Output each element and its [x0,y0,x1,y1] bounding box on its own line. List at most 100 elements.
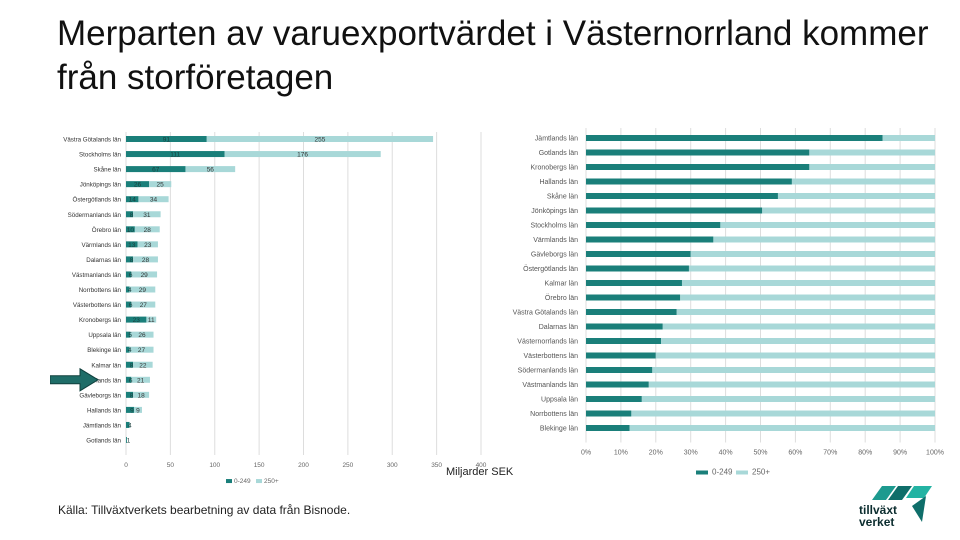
bar-0-249 [586,207,763,214]
bar-250plus [131,301,156,308]
x-tick-label: 80% [858,450,872,457]
bar-0-249 [586,251,691,257]
bar-0-249 [586,280,682,286]
bar-0-249 [126,301,132,308]
bar-0-249 [126,286,130,293]
category-label: Skåne län [93,167,121,174]
category-label: Kronobergs län [531,165,579,172]
category-label: Stockholms län [79,152,122,159]
data-label-250plus: 25 [157,182,165,189]
x-tick-label: 50 [167,462,175,469]
data-label-250plus: 11 [148,317,155,324]
bar-0-249 [126,241,138,248]
legend-swatch-0-249 [226,479,232,484]
logo: tillväxt verket [852,486,942,530]
data-label-250plus: 31 [143,212,151,219]
data-label-0-249: 6 [129,302,133,309]
logo-text-line2: verket [859,515,895,529]
bar-250plus [688,265,935,272]
data-label-250plus: 34 [150,197,158,204]
data-label-250plus: 9 [136,407,140,414]
bar-250plus [149,181,172,188]
bar-250plus [641,396,935,402]
data-label-0-249: 9 [130,407,134,414]
data-label-250plus: 29 [141,272,149,279]
data-label-250plus: 28 [144,227,152,234]
x-tick-label: 10% [614,450,628,457]
category-label: Dalarnas län [86,257,121,264]
bar-250plus [133,211,161,218]
bar-250plus [131,376,150,383]
x-tick-label: 0 [124,462,128,469]
category-label: Uppsala län [541,397,578,404]
bar-0-249 [586,294,681,301]
bar-0-249 [586,222,721,228]
bar-250plus [133,391,150,398]
bar-250plus [130,331,154,338]
category-label: Skåne län [547,193,578,201]
x-tick-label: 250 [342,462,353,469]
bar-0-249 [126,151,225,158]
data-label-0-249: 8 [130,257,134,264]
category-label: Västerbottens län [524,353,579,360]
data-label-0-249: 91 [163,137,171,144]
category-label: Västra Götalands län [513,310,578,317]
category-label: Blekinge län [540,426,578,433]
category-label: Örebro län [545,294,578,302]
chart-right: 0% 10% 20% 30% 40% 50% 60% 70% 80% 90% 100% Jämtlan… [513,128,944,477]
x-tick-label: 150 [254,462,265,469]
data-label-0-249: 6 [129,272,133,279]
page-title: Merparten av varuexportvärdet i Västerno… [57,14,929,97]
bar-250plus [652,367,935,373]
bar-250plus [631,410,935,417]
bar-0-249 [586,352,656,359]
legend-label-0-249: 0-249 [712,468,733,477]
category-label: Dalarnas län [539,324,578,331]
data-label-0-249: 26 [134,182,142,189]
data-label-250plus: 255 [314,137,325,144]
bar-0-249 [586,338,662,344]
data-label-0-249: 8 [130,362,134,369]
bar-0-249 [126,256,134,263]
x-tick-label: 90% [893,450,907,457]
category-label: Västmanlands län [522,382,578,389]
bar-250plus [713,236,935,243]
data-label-0-249: 8 [130,392,134,399]
bar-250plus [129,346,154,353]
x-tick-label: 60% [788,450,802,457]
data-label-250plus: 18 [137,392,145,399]
bar-0-249 [126,136,207,142]
data-label-250plus: 27 [138,347,146,354]
x-tick-label: 50% [753,450,767,457]
x-tick-label: 100 [209,462,220,469]
bar-0-249 [126,211,134,218]
bar-250plus [662,323,935,330]
bar-250plus [146,316,157,323]
category-label: Värmlands län [81,242,121,249]
bar-0-249 [586,396,642,402]
bar-0-249 [586,164,810,170]
data-label-0-249: 6 [129,377,133,384]
bar-250plus [133,256,158,263]
bar-250plus [138,196,169,203]
bar-250plus [720,222,935,228]
bar-250plus [129,286,156,293]
legend-swatch-250plus [256,479,262,484]
bar-0-249 [126,421,130,428]
bar-250plus [185,166,236,173]
bar-0-249 [586,367,653,373]
bar-250plus [690,251,935,257]
bar-250plus [206,136,434,142]
bar-0-249 [586,178,792,185]
data-label-0-249: 23 [133,317,141,324]
category-label: Östergötlands län [73,197,122,204]
bar-0-249 [126,406,134,413]
data-label-250plus: 21 [137,377,145,384]
category-label: Västmanlands län [72,272,122,279]
legend-swatch-250plus [736,470,748,475]
category-label: Jämtlands län [83,422,122,429]
category-label: Jönköpings län [80,182,122,189]
bar-0-249 [126,196,139,203]
bar-250plus [648,381,935,388]
category-label: Västernorrlands län [517,339,578,346]
